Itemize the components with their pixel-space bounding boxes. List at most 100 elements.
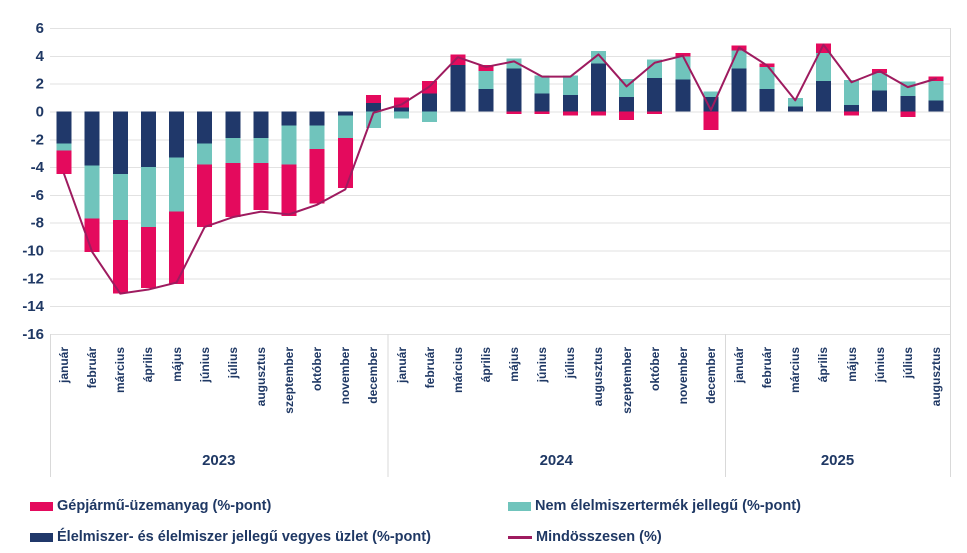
bar-segment (197, 164, 213, 227)
bar-segment (337, 115, 353, 138)
bar-segment (253, 162, 269, 211)
bar-segment (281, 164, 297, 216)
y-axis-label: -6 (31, 187, 44, 204)
legend-label-total: Mindösszesen (%) (536, 529, 662, 545)
month-label: február (760, 347, 775, 389)
month-label: augusztus (253, 347, 268, 407)
bar-segment (534, 75, 550, 94)
bar-segment (112, 174, 128, 220)
bar-segment (534, 111, 550, 115)
bar-segment (928, 80, 944, 101)
bar-segment (478, 89, 494, 112)
bar-segment (56, 150, 72, 175)
month-label: november (338, 347, 353, 405)
bar-segment (84, 165, 100, 219)
month-label: június (535, 347, 550, 383)
bar-segment (900, 96, 916, 112)
year-label: 2025 (820, 452, 855, 469)
legend-label-fuel: Gépjármű-üzemanyag (%-pont) (57, 498, 272, 514)
bar-segment (225, 111, 241, 138)
bar-segment (169, 111, 185, 158)
y-axis-label: -4 (31, 159, 45, 176)
bar-segment (647, 111, 663, 115)
bar-segment (787, 98, 803, 107)
bar-segment (422, 111, 438, 122)
bar-segment (450, 64, 466, 112)
bar-segment (112, 111, 128, 175)
month-label: július (563, 347, 578, 379)
bar-segment (562, 111, 578, 116)
bar-segment (562, 75, 578, 95)
legend-label-food: Élelmiszer- és élelmiszer jellegű vegyes… (57, 529, 431, 545)
month-label: január (57, 347, 72, 384)
bar-segment (844, 105, 860, 112)
y-axis-label: 0 (36, 103, 44, 120)
y-axis-label: -14 (22, 298, 44, 315)
month-label: március (113, 347, 128, 394)
month-label: december (703, 347, 718, 404)
year-label: 2024 (539, 452, 573, 469)
month-label: április (141, 347, 156, 383)
y-axis-label: -2 (31, 131, 44, 148)
bar-segment (928, 100, 944, 112)
month-label: augusztus (591, 347, 606, 407)
bar-segment (647, 59, 663, 79)
bar-segment (422, 93, 438, 112)
bar-segment (281, 125, 297, 165)
bar-segment (731, 68, 747, 112)
month-label: március (450, 347, 465, 394)
month-label: január (394, 347, 409, 384)
bar-segment (197, 143, 213, 165)
food-series-swatch (30, 532, 53, 542)
bar-segment (590, 63, 606, 112)
legend-item-total: Mindösszesen (%) (508, 528, 662, 546)
bar-segment (619, 96, 635, 112)
month-label: március (788, 347, 803, 394)
month-label: augusztus (928, 347, 943, 407)
bar-segment (478, 64, 494, 72)
bar-segment (56, 111, 72, 144)
bar-segment (197, 111, 213, 144)
bar-segment (478, 71, 494, 90)
fuel-series-swatch (30, 501, 53, 511)
bar-segment (675, 79, 691, 112)
month-label: december (366, 347, 381, 404)
month-label: május (169, 347, 184, 382)
y-axis-label: 6 (36, 20, 44, 37)
bar-segment (337, 111, 353, 116)
month-label: április (816, 347, 831, 383)
month-label: május (844, 347, 859, 382)
bar-segment (394, 97, 410, 108)
month-label: július (900, 347, 915, 379)
bar-segment (506, 58, 522, 69)
month-label: október (647, 347, 662, 392)
bar-segment (337, 137, 353, 188)
bar-segment (534, 93, 550, 112)
y-axis-label: -12 (22, 270, 44, 287)
bar-segment (140, 167, 156, 227)
bar-segment (225, 137, 241, 163)
bar-segment (253, 137, 269, 163)
bar-segment (787, 106, 803, 112)
bar-segment (365, 103, 381, 112)
bar-segment (562, 94, 578, 112)
month-label: július (225, 347, 240, 379)
bar-segment (590, 111, 606, 116)
bar-segment (506, 68, 522, 112)
bar-segment (140, 111, 156, 168)
month-label: május (507, 347, 522, 382)
bar-segment (900, 111, 916, 118)
month-label: szeptember (619, 347, 634, 414)
bar-segment (309, 111, 325, 126)
bar-segment (815, 43, 831, 54)
total-line (63, 43, 937, 295)
month-label: október (310, 347, 325, 392)
y-axis-label: -16 (22, 326, 44, 343)
bar-segment (872, 73, 888, 91)
bar-segment (140, 226, 156, 289)
bar-segment (365, 94, 381, 104)
month-label: november (675, 347, 690, 405)
bar-segment (281, 111, 297, 126)
y-axis-label: 4 (36, 48, 45, 65)
